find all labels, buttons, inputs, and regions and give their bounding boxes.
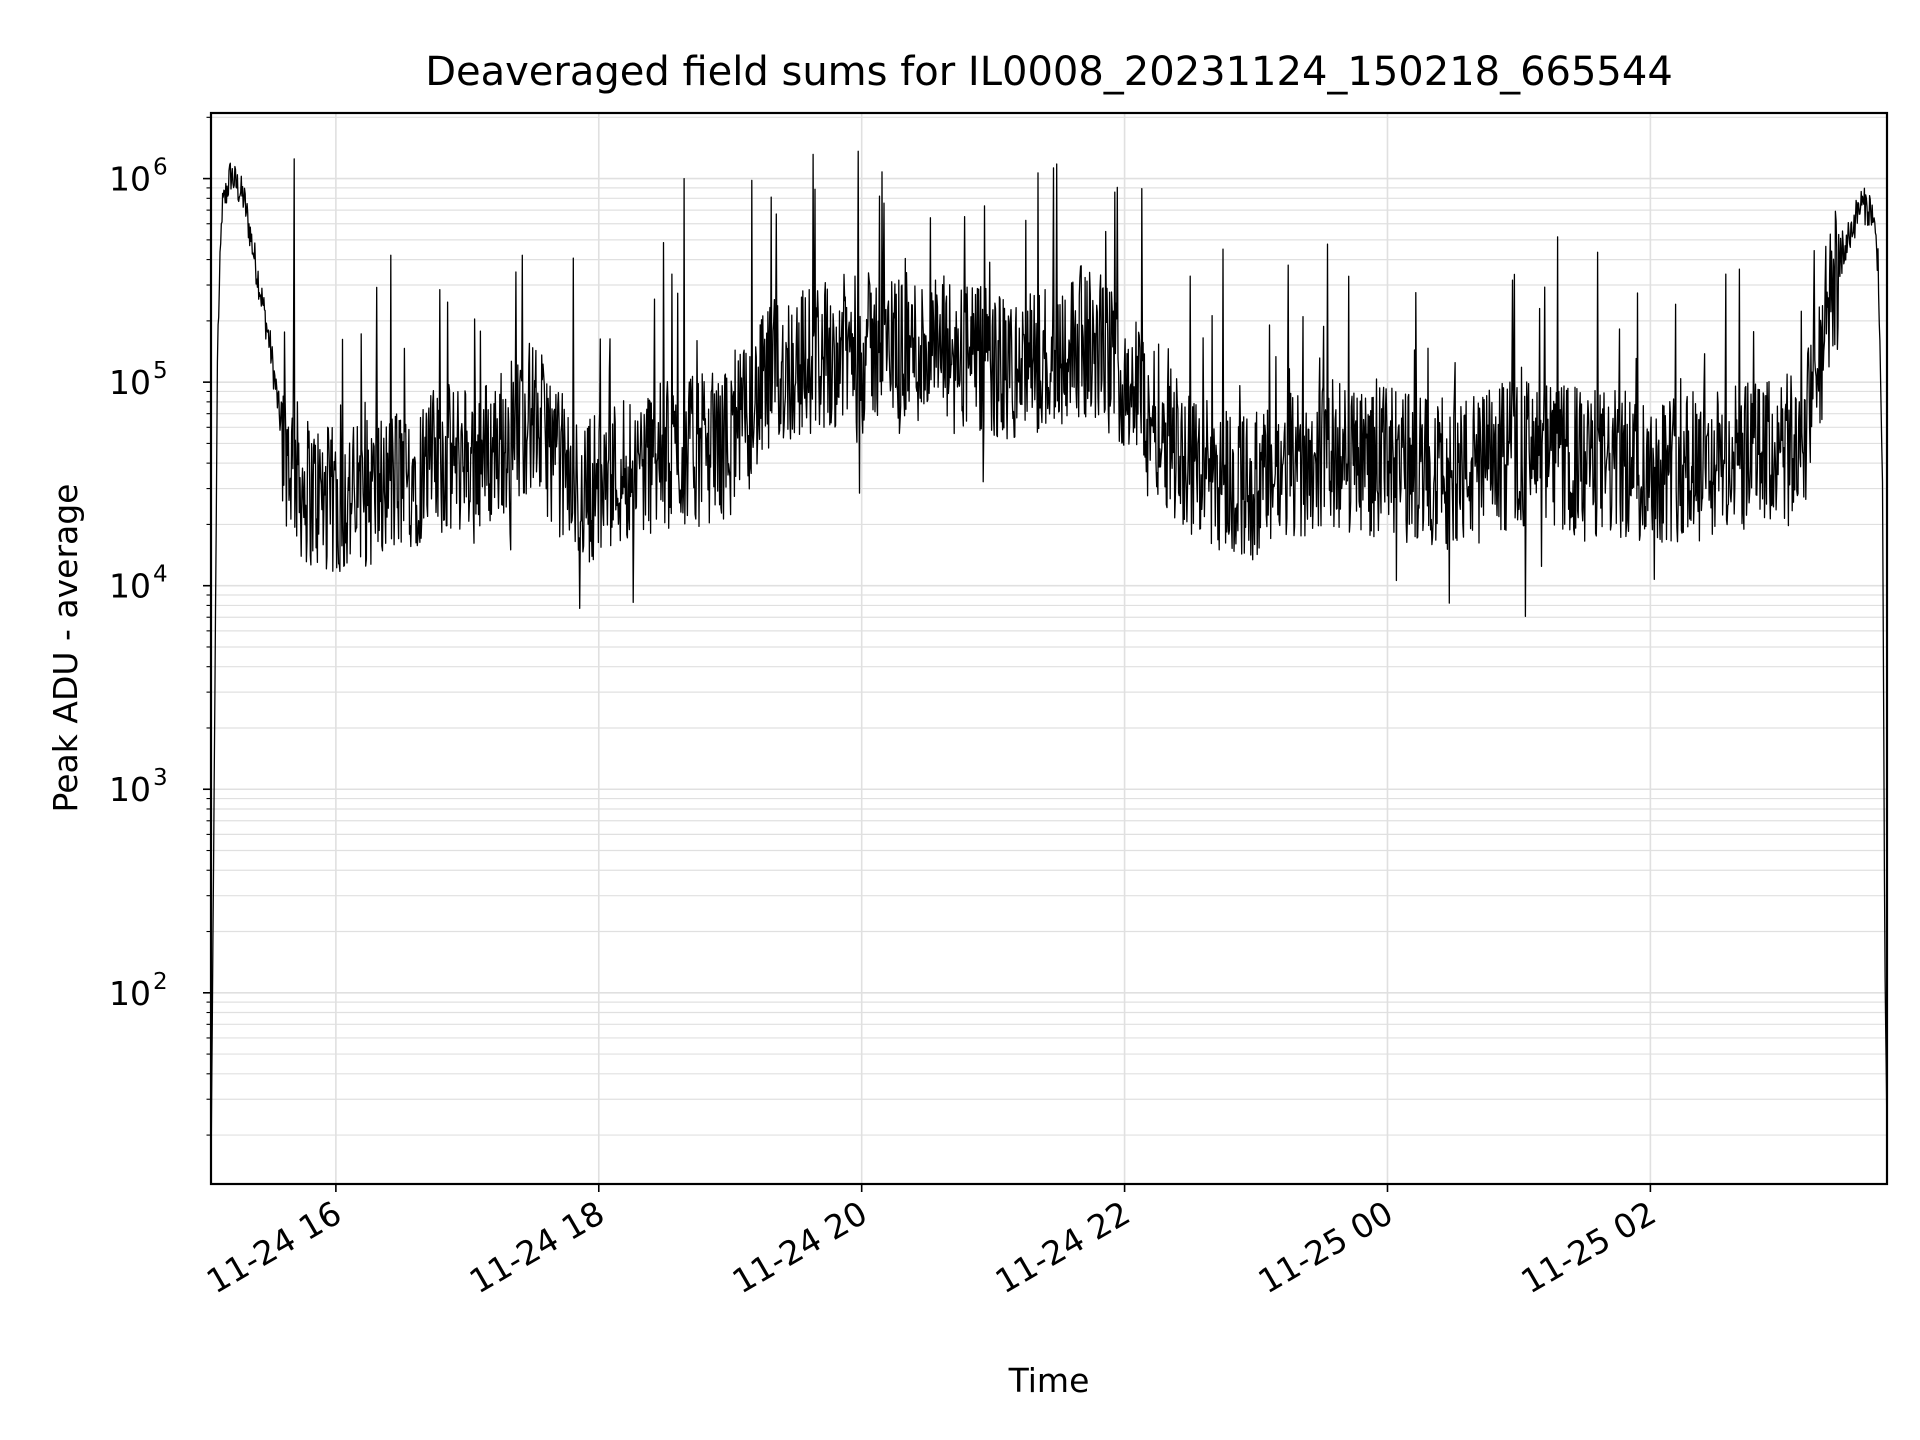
- y-tick-label: 10: [109, 770, 151, 809]
- y-tick-label: 10: [109, 974, 151, 1013]
- y-tick-exponent: 6: [153, 155, 168, 181]
- y-tick-label: 10: [109, 363, 151, 402]
- chart-title: Deaveraged field sums for IL0008_2023112…: [425, 49, 1673, 95]
- x-axis-label: Time: [1008, 1361, 1090, 1400]
- y-tick-label: 10: [109, 567, 151, 606]
- y-tick-exponent: 4: [153, 562, 168, 588]
- grid: [211, 113, 1887, 1184]
- series-line: [210, 150, 1888, 1181]
- y-tick-exponent: 2: [153, 969, 168, 995]
- y-tick-exponent: 3: [153, 765, 168, 791]
- y-axis-label: Peak ADU - average: [46, 484, 85, 813]
- plot-data: [210, 150, 1888, 1181]
- y-tick-exponent: 5: [153, 358, 168, 384]
- axes-frame: [209, 111, 1889, 1186]
- y-tick-label: 10: [109, 160, 151, 199]
